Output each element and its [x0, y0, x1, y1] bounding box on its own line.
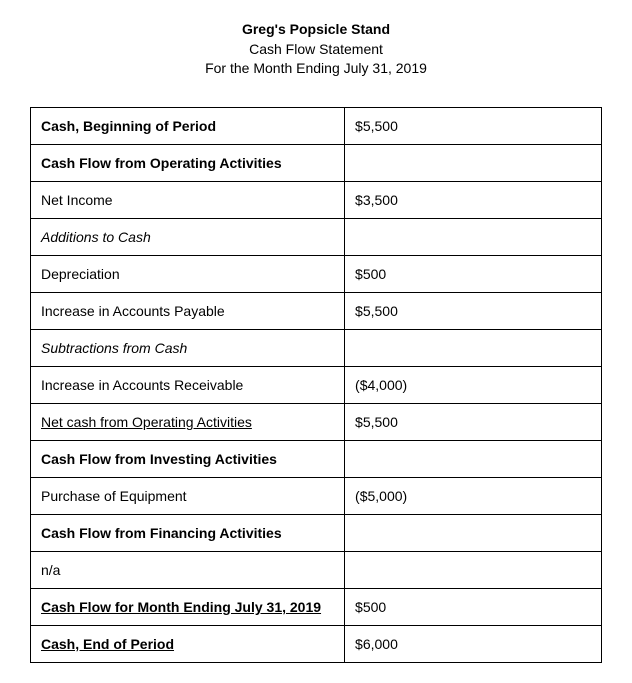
table-row: Subtractions from Cash [31, 329, 602, 366]
company-name: Greg's Popsicle Stand [30, 20, 602, 40]
row-label: Subtractions from Cash [31, 329, 345, 366]
row-value: $3,500 [345, 181, 602, 218]
statement-period: For the Month Ending July 31, 2019 [30, 59, 602, 79]
row-label: Cash Flow from Investing Activities [31, 440, 345, 477]
row-value: ($4,000) [345, 366, 602, 403]
table-row: Cash, Beginning of Period$5,500 [31, 107, 602, 144]
row-value: $5,500 [345, 107, 602, 144]
table-row: Cash Flow from Investing Activities [31, 440, 602, 477]
row-label: Net Income [31, 181, 345, 218]
row-label: Cash Flow from Financing Activities [31, 514, 345, 551]
row-value: ($5,000) [345, 477, 602, 514]
row-label: Increase in Accounts Receivable [31, 366, 345, 403]
row-value: $500 [345, 588, 602, 625]
table-row: Net cash from Operating Activities$5,500 [31, 403, 602, 440]
row-value [345, 144, 602, 181]
row-label: Additions to Cash [31, 218, 345, 255]
row-value: $5,500 [345, 403, 602, 440]
row-label: n/a [31, 551, 345, 588]
row-label: Purchase of Equipment [31, 477, 345, 514]
table-row: Increase in Accounts Receivable($4,000) [31, 366, 602, 403]
row-label: Cash Flow from Operating Activities [31, 144, 345, 181]
row-label: Cash, Beginning of Period [31, 107, 345, 144]
statement-type: Cash Flow Statement [30, 40, 602, 60]
row-value [345, 329, 602, 366]
table-row: n/a [31, 551, 602, 588]
row-label: Depreciation [31, 255, 345, 292]
row-value [345, 440, 602, 477]
row-value [345, 218, 602, 255]
statement-header: Greg's Popsicle Stand Cash Flow Statemen… [30, 20, 602, 79]
table-row: Cash, End of Period$6,000 [31, 625, 602, 662]
table-row: Cash Flow from Financing Activities [31, 514, 602, 551]
row-value [345, 551, 602, 588]
row-label: Cash Flow for Month Ending July 31, 2019 [31, 588, 345, 625]
row-value: $6,000 [345, 625, 602, 662]
row-value: $5,500 [345, 292, 602, 329]
table-row: Additions to Cash [31, 218, 602, 255]
table-row: Increase in Accounts Payable$5,500 [31, 292, 602, 329]
row-label: Net cash from Operating Activities [31, 403, 345, 440]
row-value: $500 [345, 255, 602, 292]
table-row: Depreciation$500 [31, 255, 602, 292]
table-row: Cash Flow from Operating Activities [31, 144, 602, 181]
row-value [345, 514, 602, 551]
row-label: Cash, End of Period [31, 625, 345, 662]
table-row: Cash Flow for Month Ending July 31, 2019… [31, 588, 602, 625]
row-label: Increase in Accounts Payable [31, 292, 345, 329]
table-row: Net Income$3,500 [31, 181, 602, 218]
cash-flow-table: Cash, Beginning of Period$5,500Cash Flow… [30, 107, 602, 663]
table-row: Purchase of Equipment($5,000) [31, 477, 602, 514]
